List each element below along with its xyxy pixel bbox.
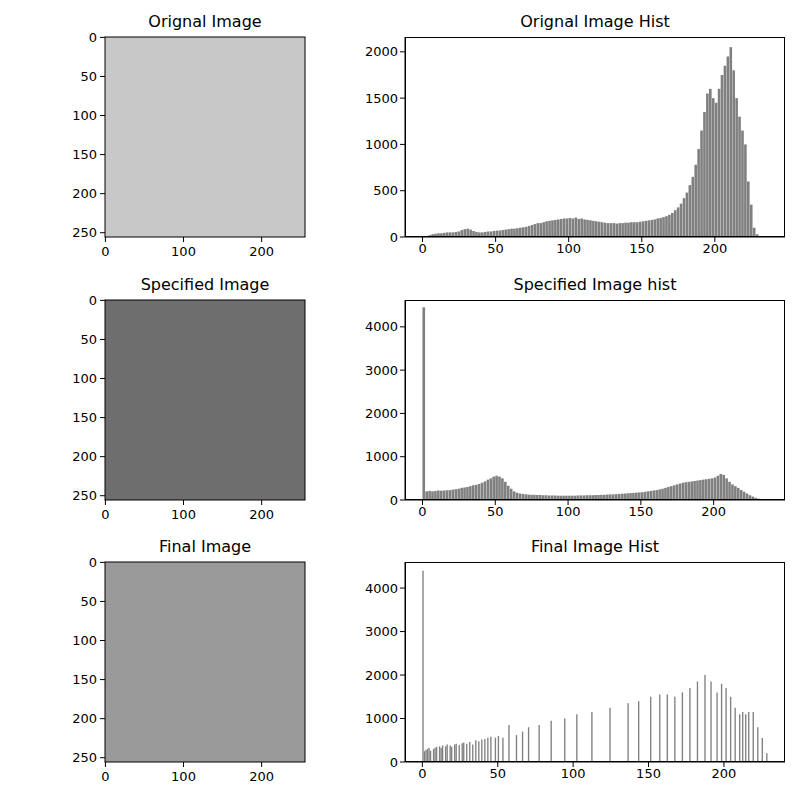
svg-text:50: 50 — [80, 594, 97, 609]
html-text:Specified Image hist: Specified Image hist — [513, 275, 677, 294]
svg-text:1000: 1000 — [365, 137, 398, 152]
svg-text:100: 100 — [72, 371, 97, 386]
svg-text:1000: 1000 — [365, 449, 398, 464]
svg-text:150: 150 — [636, 766, 661, 781]
svg-text:0: 0 — [89, 30, 97, 45]
svg-text:0: 0 — [390, 230, 398, 245]
svg-text:250: 250 — [72, 750, 97, 765]
svg-text:150: 150 — [72, 672, 97, 687]
svg-text:200: 200 — [701, 504, 726, 519]
svg-text:0: 0 — [390, 755, 398, 770]
svg-text:100: 100 — [72, 633, 97, 648]
svg-text:0: 0 — [101, 244, 109, 259]
svg-text:100: 100 — [561, 766, 586, 781]
svg-text:4000: 4000 — [365, 319, 398, 334]
svg-text:150: 150 — [628, 504, 653, 519]
svg-text:3000: 3000 — [365, 624, 398, 639]
svg-text:0: 0 — [101, 769, 109, 784]
svg-text:0: 0 — [418, 766, 426, 781]
svg-text:0: 0 — [89, 555, 97, 570]
svg-text:2000: 2000 — [365, 406, 398, 421]
svg-text:4000: 4000 — [365, 581, 398, 596]
svg-text:500: 500 — [373, 183, 398, 198]
svg-text:200: 200 — [702, 241, 727, 256]
svg-text:100: 100 — [556, 241, 581, 256]
svg-text:200: 200 — [712, 766, 737, 781]
svg-text:200: 200 — [72, 449, 97, 464]
svg-text:0: 0 — [418, 504, 426, 519]
svg-text:50: 50 — [487, 241, 504, 256]
svg-text:0: 0 — [390, 493, 398, 508]
svg-text:100: 100 — [171, 244, 196, 259]
svg-text:1500: 1500 — [365, 91, 398, 106]
svg-text:0: 0 — [101, 507, 109, 522]
svg-text:50: 50 — [487, 504, 504, 519]
svg-text:250: 250 — [72, 488, 97, 503]
svg-text:50: 50 — [489, 766, 506, 781]
html-text:Final Image Hist: Final Image Hist — [530, 537, 660, 556]
svg-text:2000: 2000 — [365, 44, 398, 59]
svg-text:50: 50 — [80, 69, 97, 84]
html-text:Specified Image: Specified Image — [140, 275, 270, 294]
svg-text:100: 100 — [171, 769, 196, 784]
svg-text:1000: 1000 — [365, 711, 398, 726]
svg-text:150: 150 — [629, 241, 654, 256]
html-text:Orignal Image Hist: Orignal Image Hist — [520, 12, 670, 31]
svg-text:150: 150 — [72, 410, 97, 425]
svg-text:200: 200 — [72, 186, 97, 201]
svg-text:250: 250 — [72, 225, 97, 240]
svg-text:0: 0 — [89, 293, 97, 308]
svg-text:100: 100 — [556, 504, 581, 519]
svg-text:2000: 2000 — [365, 668, 398, 683]
svg-text:3000: 3000 — [365, 363, 398, 378]
svg-text:100: 100 — [72, 108, 97, 123]
svg-text:50: 50 — [80, 332, 97, 347]
svg-text:200: 200 — [249, 507, 274, 522]
svg-text:200: 200 — [249, 769, 274, 784]
svg-text:200: 200 — [249, 244, 274, 259]
svg-text:200: 200 — [72, 711, 97, 726]
svg-text:0: 0 — [418, 241, 426, 256]
html-text:Orignal Image: Orignal Image — [148, 12, 262, 31]
html-text:Final Image: Final Image — [159, 537, 251, 556]
svg-text:100: 100 — [171, 507, 196, 522]
svg-text:150: 150 — [72, 147, 97, 162]
